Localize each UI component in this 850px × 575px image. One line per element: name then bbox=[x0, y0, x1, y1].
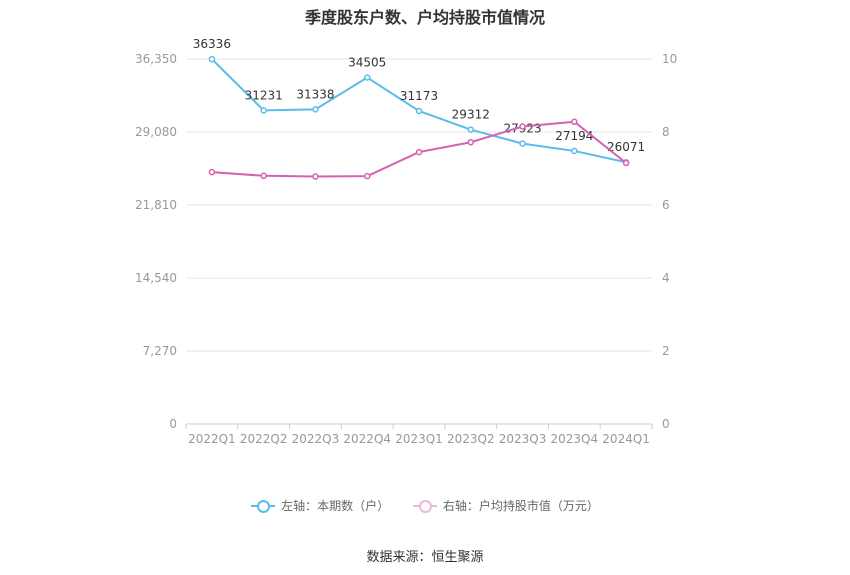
source-note: 数据来源：恒生聚源 bbox=[366, 550, 484, 565]
chart-title: 季度股东户数、户均持股市值情况 bbox=[304, 8, 545, 27]
x-tick-label: 2022Q1 bbox=[188, 432, 236, 446]
data-label: 34505 bbox=[348, 56, 386, 70]
legend-right-label: 右轴：户均持股市值（万元） bbox=[442, 499, 599, 513]
y-left-tick-label: 21,810 bbox=[135, 198, 177, 212]
y-left-tick-label: 29,080 bbox=[135, 125, 177, 139]
data-point-right bbox=[622, 159, 630, 167]
data-point-left bbox=[467, 126, 475, 133]
data-point-left bbox=[519, 140, 526, 147]
x-tick-label: 2022Q4 bbox=[343, 432, 391, 446]
data-point-left bbox=[260, 107, 267, 114]
data-point-right bbox=[519, 123, 526, 130]
legend-item-right[interactable]: 右轴：户均持股市值（万元） bbox=[412, 497, 599, 514]
y-left-tick-label: 0 bbox=[169, 417, 177, 431]
x-tick-label: 2023Q2 bbox=[447, 432, 495, 446]
x-tick-label: 2023Q3 bbox=[499, 432, 547, 446]
legend-item-left[interactable]: 左轴：本期数（户） bbox=[251, 497, 389, 514]
y-right-tick-label: 6 bbox=[662, 198, 670, 212]
legend-left-marker-icon bbox=[251, 499, 276, 513]
data-point-right bbox=[260, 172, 267, 180]
y-right-tick-label: 0 bbox=[662, 417, 670, 431]
data-point-left bbox=[208, 55, 216, 63]
chart-legend: 左轴：本期数（户） 右轴：户均持股市值（万元） bbox=[0, 497, 850, 516]
data-point-right bbox=[467, 138, 475, 146]
data-label: 31338 bbox=[296, 87, 334, 101]
y-left-tick-label: 7,270 bbox=[143, 344, 177, 358]
y-left-tick-label: 14,540 bbox=[135, 271, 177, 285]
x-tick-label: 2023Q4 bbox=[551, 432, 599, 446]
data-label: 26071 bbox=[607, 140, 645, 154]
x-tick-label: 2024Q1 bbox=[602, 432, 650, 446]
data-point-left bbox=[415, 107, 423, 115]
y-right-tick-label: 4 bbox=[662, 271, 670, 285]
y-right-tick-label: 8 bbox=[662, 125, 670, 139]
legend-left-label: 左轴：本期数（户） bbox=[281, 499, 390, 513]
data-point-left bbox=[312, 106, 319, 113]
y-right-tick-label: 10 bbox=[662, 52, 677, 66]
data-label: 36336 bbox=[193, 37, 231, 51]
data-point-right bbox=[208, 168, 216, 176]
y-right-tick-label: 2 bbox=[662, 344, 670, 358]
data-point-right bbox=[363, 172, 371, 180]
data-point-right bbox=[312, 173, 319, 180]
data-label: 27194 bbox=[555, 129, 593, 143]
data-label: 29312 bbox=[452, 108, 490, 122]
data-label: 31231 bbox=[245, 88, 283, 102]
y-left-tick-label: 36,350 bbox=[135, 52, 177, 66]
data-point-left bbox=[571, 147, 578, 155]
data-point-right bbox=[571, 118, 578, 126]
data-point-right bbox=[415, 148, 423, 156]
x-tick-label: 2023Q1 bbox=[395, 432, 443, 446]
data-point-left bbox=[363, 74, 371, 81]
legend-right-marker-icon bbox=[412, 499, 437, 513]
data-label: 31173 bbox=[400, 89, 438, 103]
x-tick-label: 2022Q2 bbox=[240, 432, 288, 446]
x-tick-label: 2022Q3 bbox=[292, 432, 340, 446]
